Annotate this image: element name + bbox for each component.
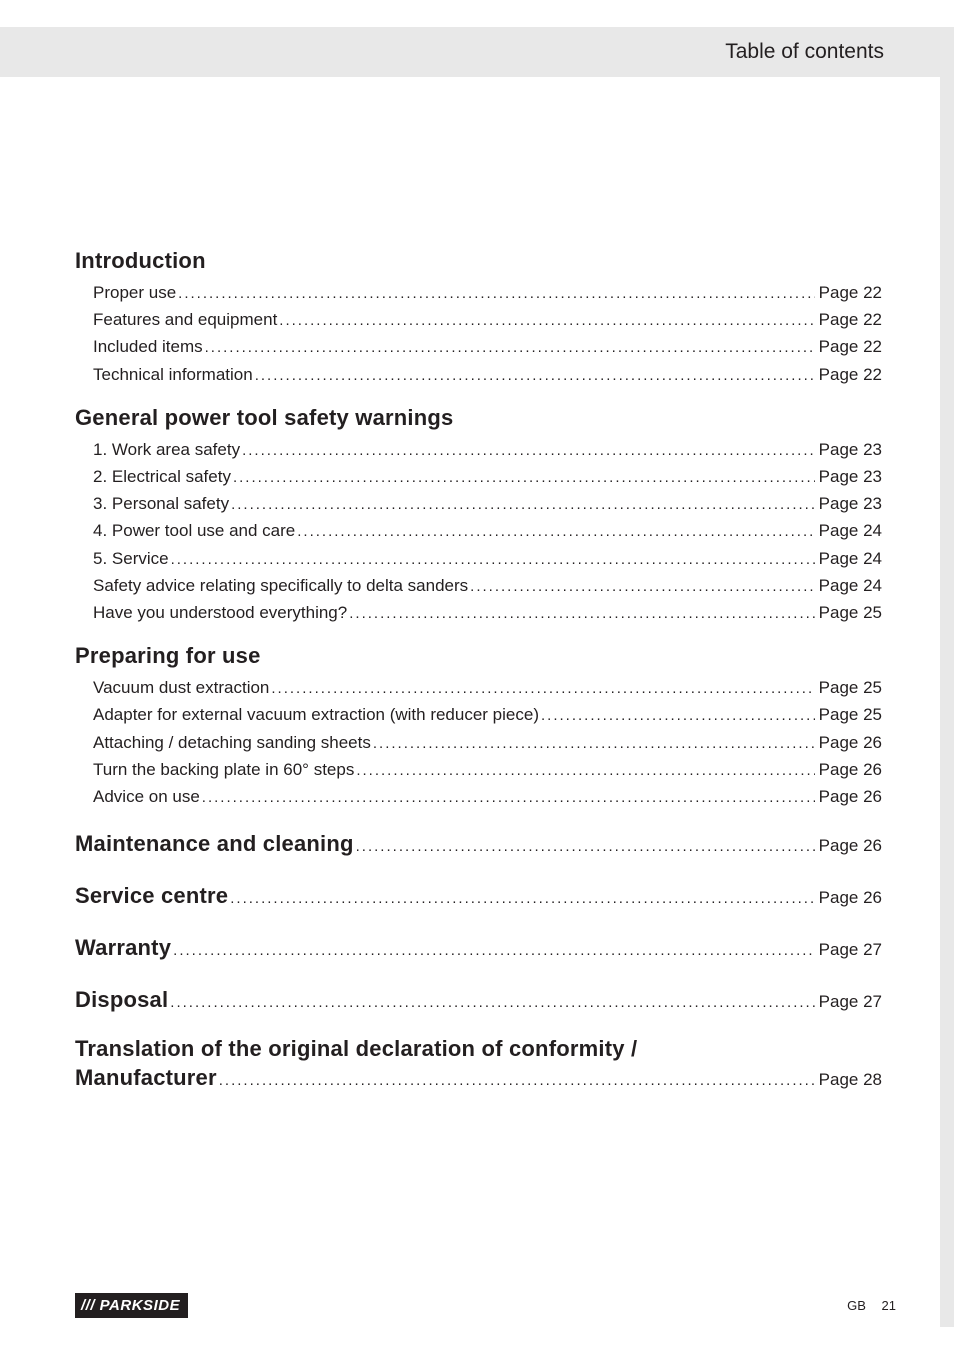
brand-logo: /// PARKSIDE	[75, 1293, 188, 1318]
toc-page: Page 24	[819, 518, 882, 544]
toc-content: Introduction Proper use Page 22 Features…	[75, 248, 882, 1097]
toc-label: Turn the backing plate in 60° steps	[75, 757, 354, 783]
toc-page: Page 22	[819, 280, 882, 306]
toc-leader	[205, 334, 815, 361]
toc-page: Page 23	[819, 491, 882, 517]
toc-page: Page 26	[819, 882, 882, 914]
toc-leader	[349, 600, 814, 627]
toc-row-multiline: Manufacturer Page 28	[75, 1062, 882, 1097]
toc-page: Page 27	[819, 986, 882, 1018]
toc-heading-multiline-2: Manufacturer	[75, 1062, 217, 1094]
toc-leader	[297, 518, 814, 545]
toc-leader	[231, 491, 815, 518]
toc-row: Features and equipment Page 22	[75, 307, 882, 334]
header-title: Table of contents	[725, 40, 884, 64]
toc-page: Page 26	[819, 757, 882, 783]
toc-page: Page 22	[819, 307, 882, 333]
toc-page: Page 24	[819, 546, 882, 572]
toc-label: Technical information	[75, 362, 253, 388]
toc-leader	[356, 757, 814, 784]
toc-heading-label: Maintenance and cleaning	[75, 828, 354, 860]
toc-row: Technical information Page 22	[75, 362, 882, 389]
footer: /// PARKSIDE GB 21	[75, 1293, 896, 1318]
toc-leader	[470, 573, 815, 600]
toc-row: Vacuum dust extraction Page 25	[75, 675, 882, 702]
toc-row-standalone: Warranty Page 27	[75, 932, 882, 967]
toc-label: Features and equipment	[75, 307, 277, 333]
toc-label: Attaching / detaching sanding sheets	[75, 730, 371, 756]
section-heading-introduction: Introduction	[75, 248, 882, 274]
section-heading-preparing: Preparing for use	[75, 643, 882, 669]
toc-row: Turn the backing plate in 60° steps Page…	[75, 757, 882, 784]
toc-page: Page 23	[819, 437, 882, 463]
side-strip	[940, 27, 954, 1327]
toc-leader	[255, 362, 815, 389]
toc-heading-label: Disposal	[75, 984, 168, 1016]
toc-label: 2. Electrical safety	[75, 464, 231, 490]
toc-row: Attaching / detaching sanding sheets Pag…	[75, 730, 882, 757]
toc-leader	[233, 464, 815, 491]
toc-row: 4. Power tool use and care Page 24	[75, 518, 882, 545]
toc-label: 4. Power tool use and care	[75, 518, 295, 544]
country-code: GB	[847, 1298, 866, 1313]
toc-label: Have you understood everything?	[75, 600, 347, 626]
toc-label: 3. Personal safety	[75, 491, 229, 517]
toc-leader	[373, 730, 815, 757]
toc-row-standalone: Maintenance and cleaning Page 26	[75, 828, 882, 863]
toc-page: Page 27	[819, 934, 882, 966]
section-heading-general: General power tool safety warnings	[75, 405, 882, 431]
toc-leader	[279, 307, 814, 334]
toc-row: 1. Work area safety Page 23	[75, 437, 882, 464]
toc-row: 3. Personal safety Page 23	[75, 491, 882, 518]
toc-page: Page 22	[819, 362, 882, 388]
toc-page: Page 26	[819, 784, 882, 810]
toc-row: Adapter for external vacuum extraction (…	[75, 702, 882, 729]
toc-row: Advice on use Page 26	[75, 784, 882, 811]
page-number: GB 21	[847, 1298, 896, 1313]
toc-page: Page 23	[819, 464, 882, 490]
toc-heading-multiline-1: Translation of the original declaration …	[75, 1036, 882, 1062]
toc-row: Have you understood everything? Page 25	[75, 600, 882, 627]
toc-leader	[242, 437, 815, 464]
toc-label: Advice on use	[75, 784, 200, 810]
toc-label: Proper use	[75, 280, 176, 306]
toc-page: Page 24	[819, 573, 882, 599]
toc-row: 2. Electrical safety Page 23	[75, 464, 882, 491]
toc-leader	[171, 546, 815, 573]
toc-page: Page 28	[819, 1064, 882, 1096]
toc-leader	[173, 934, 815, 967]
toc-label: Safety advice relating specifically to d…	[75, 573, 468, 599]
toc-row: Included items Page 22	[75, 334, 882, 361]
toc-leader	[230, 882, 814, 915]
toc-leader	[178, 280, 814, 307]
toc-leader	[170, 986, 814, 1019]
header-bar: Table of contents	[0, 27, 954, 77]
toc-leader	[202, 784, 815, 811]
toc-row: Proper use Page 22	[75, 280, 882, 307]
toc-page: Page 25	[819, 702, 882, 728]
toc-label: Vacuum dust extraction	[75, 675, 269, 701]
toc-label: 1. Work area safety	[75, 437, 240, 463]
toc-label: 5. Service	[75, 546, 169, 572]
toc-label: Included items	[75, 334, 203, 360]
toc-page: Page 25	[819, 600, 882, 626]
toc-row-standalone: Disposal Page 27	[75, 984, 882, 1019]
toc-page: Page 26	[819, 830, 882, 862]
toc-page: Page 26	[819, 730, 882, 756]
toc-row-standalone: Service centre Page 26	[75, 880, 882, 915]
toc-heading-label: Warranty	[75, 932, 171, 964]
toc-leader	[271, 675, 814, 702]
toc-leader	[356, 830, 815, 863]
toc-label: Adapter for external vacuum extraction (…	[75, 702, 539, 728]
page-num-value: 21	[882, 1298, 896, 1313]
toc-page: Page 25	[819, 675, 882, 701]
toc-page: Page 22	[819, 334, 882, 360]
toc-row: 5. Service Page 24	[75, 546, 882, 573]
toc-row: Safety advice relating specifically to d…	[75, 573, 882, 600]
toc-leader	[541, 702, 815, 729]
toc-leader	[219, 1064, 815, 1097]
toc-heading-label: Service centre	[75, 880, 228, 912]
